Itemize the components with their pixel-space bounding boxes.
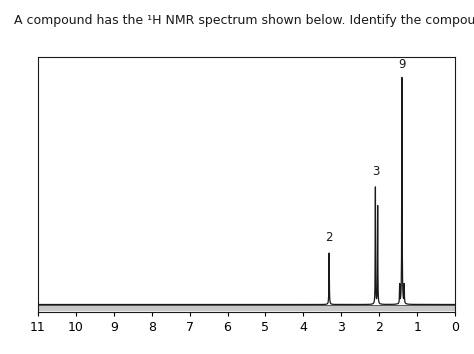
Text: 2: 2	[325, 231, 333, 244]
Bar	[38, 306, 455, 310]
Text: 3: 3	[372, 165, 379, 178]
Text: A compound has the ¹H NMR spectrum shown below. Identify the compound.: A compound has the ¹H NMR spectrum shown…	[14, 14, 474, 27]
Text: 9: 9	[398, 58, 406, 71]
